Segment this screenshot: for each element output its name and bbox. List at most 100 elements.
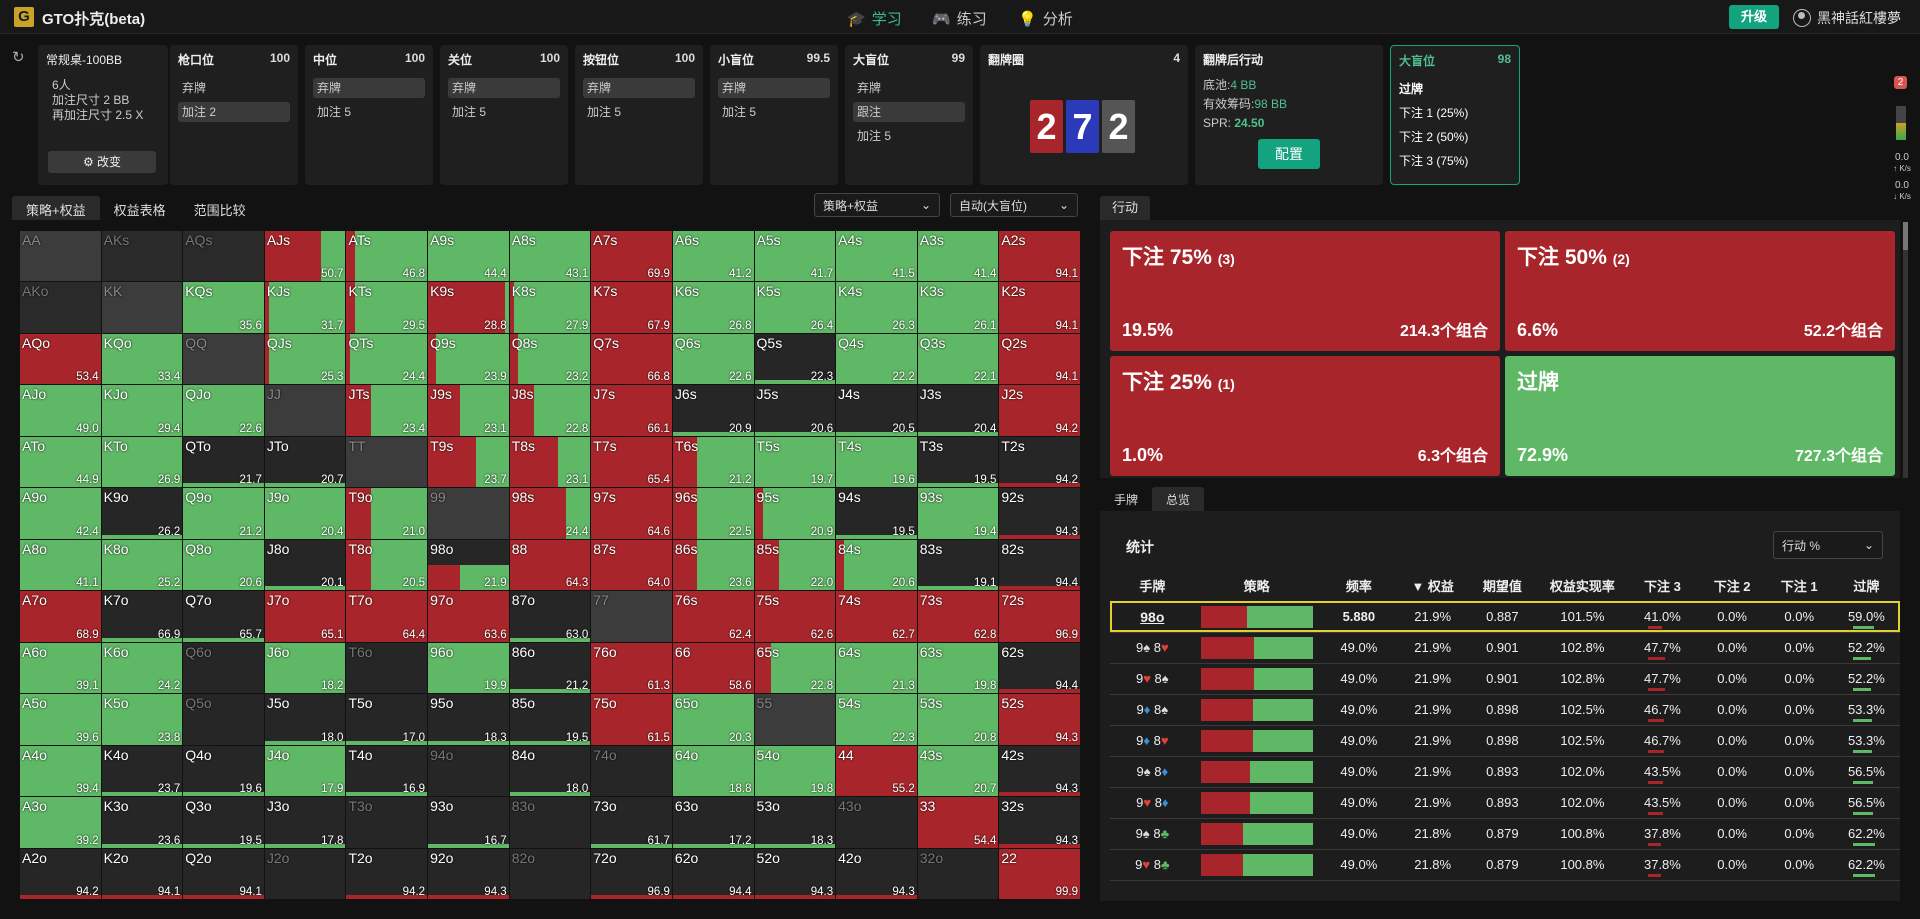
hand-cell[interactable]: 86o 21.2 xyxy=(509,642,591,694)
hand-cell[interactable]: J8o 20.1 xyxy=(264,539,346,591)
nav-learn[interactable]: 🎓 学习 xyxy=(847,10,902,29)
hand-cell[interactable]: T8o 20.5 xyxy=(346,539,428,591)
hand-cell[interactable]: Q3s 22.1 xyxy=(917,333,999,385)
hand-cell[interactable]: 74o xyxy=(591,745,672,797)
action-box[interactable]: 下注 75% (3) 19.5% 214.3个组合 xyxy=(1110,231,1500,351)
hand-cell[interactable]: 94s 19.5 xyxy=(836,488,917,539)
hand-cell[interactable]: 97s 64.6 xyxy=(591,488,672,539)
column-header[interactable]: 下注 3 xyxy=(1626,571,1699,602)
hand-cell[interactable]: A8o 41.1 xyxy=(20,539,101,591)
hand-cell[interactable]: J9o 20.4 xyxy=(264,488,346,539)
position-action[interactable]: 加注 2 xyxy=(178,102,290,122)
hand-cell[interactable]: 88 64.3 xyxy=(509,539,591,591)
hand-cell[interactable]: 72s 96.9 xyxy=(999,591,1080,642)
hand-cell[interactable]: K7s 67.9 xyxy=(591,282,672,333)
hand-cell[interactable]: 53o 18.3 xyxy=(754,797,836,848)
nav-practice[interactable]: 🎮 练习 xyxy=(932,10,987,29)
hand-cell[interactable]: 87o 63.0 xyxy=(509,591,591,642)
hand-cell[interactable]: 77 xyxy=(591,591,672,642)
config-button[interactable]: 配置 xyxy=(1258,139,1320,169)
hand-cell[interactable]: QJs 25.3 xyxy=(264,333,346,385)
table-row[interactable]: 9♠ 8♥ 49.0% 21.9% 0.901 102.8% 47.7% 0.0% 0.0% 5… xyxy=(1110,632,1900,664)
position-action[interactable]: 弃牌 xyxy=(857,81,882,95)
bb-bet1[interactable]: 下注 1 (25%) xyxy=(1399,106,1469,120)
hand-cell[interactable]: 74s 62.7 xyxy=(836,591,917,642)
notification-badge[interactable]: 2 xyxy=(1894,76,1907,89)
hand-cell[interactable]: T2o 94.2 xyxy=(346,848,428,899)
table-row[interactable]: 9♠ 8♦ 49.0% 21.9% 0.893 102.0% 43.5% 0.0% 0.0% 5… xyxy=(1110,756,1900,788)
hand-cell[interactable]: K6o 24.2 xyxy=(101,642,183,694)
hand-cell[interactable]: K8o 25.2 xyxy=(101,539,183,591)
column-header[interactable]: 频率 xyxy=(1318,571,1400,602)
column-header[interactable]: 权益实现率 xyxy=(1538,571,1627,602)
position-card-1[interactable]: 中位 100 弃牌 加注 5 xyxy=(305,45,433,185)
hand-cell[interactable]: Q9s 23.9 xyxy=(428,333,509,385)
table-row[interactable]: 9♥ 8♣ 49.0% 21.8% 0.879 100.8% 37.8% 0.0% 0.0% 6… xyxy=(1110,849,1900,881)
hand-cell[interactable]: K5o 23.8 xyxy=(101,694,183,745)
hand-cell[interactable]: J5o 18.0 xyxy=(264,694,346,745)
hand-cell[interactable]: 22 99.9 xyxy=(999,848,1080,899)
bb-bet2[interactable]: 下注 2 (50%) xyxy=(1399,130,1469,144)
hand-cell[interactable]: 95o 18.3 xyxy=(428,694,509,745)
hand-cell[interactable]: JTo 20.7 xyxy=(264,436,346,488)
hand-cell[interactable]: J3s 20.4 xyxy=(917,385,999,436)
hand-cell[interactable]: K9s 28.8 xyxy=(428,282,509,333)
hand-cell[interactable]: T4o 16.9 xyxy=(346,745,428,797)
hand-cell[interactable]: Q7o 65.7 xyxy=(183,591,264,642)
nav-analyze[interactable]: 💡 分析 xyxy=(1018,10,1073,29)
hand-cell[interactable]: 92o 94.3 xyxy=(428,848,509,899)
action-box[interactable]: 下注 50% (2) 6.6% 52.2个组合 xyxy=(1505,231,1895,351)
hand-cell[interactable]: AA xyxy=(20,231,101,282)
position-select[interactable]: 自动(大盲位) ⌄ xyxy=(950,193,1078,217)
hand-cell[interactable]: K2s 94.1 xyxy=(999,282,1080,333)
tab-action[interactable]: 行动 xyxy=(1100,196,1150,220)
hand-cell[interactable]: Q6o xyxy=(183,642,264,694)
hand-cell[interactable]: Q8o 20.6 xyxy=(183,539,264,591)
column-header[interactable]: 手牌 xyxy=(1110,571,1195,602)
hand-cell[interactable]: Q3o 19.5 xyxy=(183,797,264,848)
hand-cell[interactable]: 98s 24.4 xyxy=(509,488,591,539)
tab-overview[interactable]: 总览 xyxy=(1152,487,1205,511)
position-action[interactable]: 弃牌 xyxy=(313,78,425,98)
hand-cell[interactable]: 52s 94.3 xyxy=(999,694,1080,745)
hand-cell[interactable]: 85s 22.0 xyxy=(754,539,836,591)
hand-cell[interactable]: A6s 41.2 xyxy=(672,231,754,282)
hand-cell[interactable]: TT xyxy=(346,436,428,488)
position-action[interactable]: 加注 5 xyxy=(317,105,352,119)
hand-cell[interactable]: JJ xyxy=(264,385,346,436)
hand-cell[interactable]: A9s 44.4 xyxy=(428,231,509,282)
table-row[interactable]: 9♠ 8♣ 49.0% 21.8% 0.879 100.8% 37.8% 0.0% 0.0% 6… xyxy=(1110,818,1900,850)
hand-cell[interactable]: A4s 41.5 xyxy=(836,231,917,282)
hand-cell[interactable]: Q4s 22.2 xyxy=(836,333,917,385)
hand-cell[interactable]: 53s 20.8 xyxy=(917,694,999,745)
hand-cell[interactable]: T2s 94.2 xyxy=(999,436,1080,488)
hand-cell[interactable]: 65o 20.3 xyxy=(672,694,754,745)
hand-cell[interactable]: J6o 18.2 xyxy=(264,642,346,694)
position-action[interactable]: 加注 5 xyxy=(587,105,622,119)
hand-cell[interactable]: 73o 61.7 xyxy=(591,797,672,848)
hand-cell[interactable]: 96o 19.9 xyxy=(428,642,509,694)
hand-cell[interactable]: 82o xyxy=(509,848,591,899)
hand-cell[interactable]: A6o 39.1 xyxy=(20,642,101,694)
hand-cell[interactable]: 42o 94.3 xyxy=(836,848,917,899)
hand-cell[interactable]: 54s 22.3 xyxy=(836,694,917,745)
hand-cell[interactable]: 32s 94.3 xyxy=(999,797,1080,848)
hand-cell[interactable]: A5s 41.7 xyxy=(754,231,836,282)
hand-cell[interactable]: 64s 21.3 xyxy=(836,642,917,694)
hand-cell[interactable]: 92s 94.3 xyxy=(999,488,1080,539)
hand-cell[interactable]: K2o 94.1 xyxy=(101,848,183,899)
hand-cell[interactable]: JTs 23.4 xyxy=(346,385,428,436)
hand-cell[interactable]: K6s 26.8 xyxy=(672,282,754,333)
position-card-4[interactable]: 小盲位 99.5 弃牌 加注 5 xyxy=(710,45,838,185)
hand-cell[interactable]: J6s 20.9 xyxy=(672,385,754,436)
hand-cell[interactable]: Q2s 94.1 xyxy=(999,333,1080,385)
hand-cell[interactable]: 75o 61.5 xyxy=(591,694,672,745)
hand-cell[interactable]: Q5s 22.3 xyxy=(754,333,836,385)
hand-cell[interactable]: T8s 23.1 xyxy=(509,436,591,488)
hand-cell[interactable]: AKo xyxy=(20,282,101,333)
hand-cell[interactable]: K3s 26.1 xyxy=(917,282,999,333)
hand-cell[interactable]: QJo 22.6 xyxy=(183,385,264,436)
hand-cell[interactable]: AQs xyxy=(183,231,264,282)
hand-cell[interactable]: 76o 61.3 xyxy=(591,642,672,694)
hand-cell[interactable]: T5o 17.0 xyxy=(346,694,428,745)
